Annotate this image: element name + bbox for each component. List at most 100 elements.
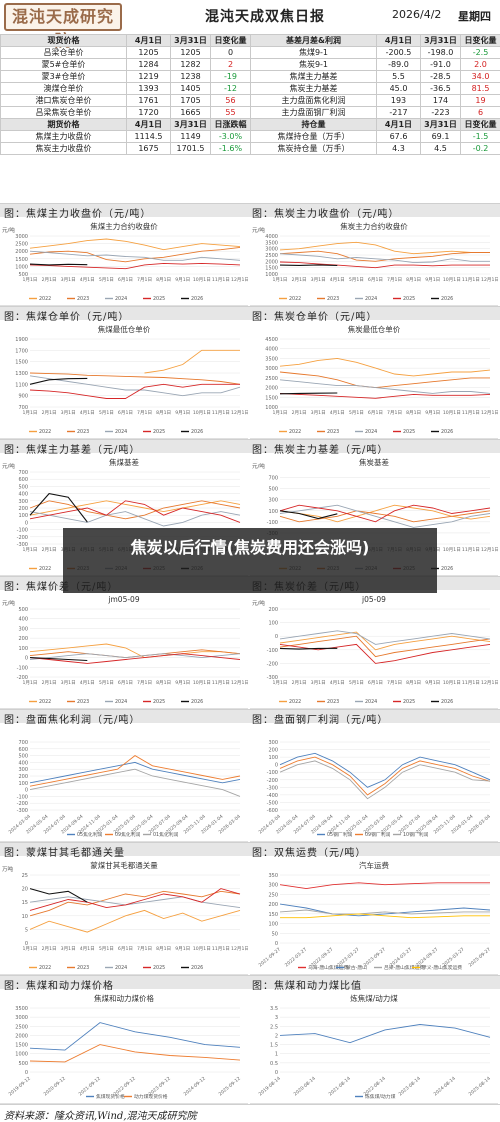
- section-title-left: 图：蒙煤甘其毛都通关量: [4, 848, 125, 859]
- x-tick-label: 12月1日: [231, 946, 248, 952]
- legend-item: 2022: [289, 699, 301, 705]
- y-tick-label: 0: [275, 1070, 278, 1076]
- y-tick-label: 500: [18, 272, 28, 278]
- brand-logo: 混沌天成研究院: [4, 3, 122, 50]
- chart-panel: -600 -500 -400 -300 -200 -100 0 100 200 300 2024-0…: [250, 724, 498, 842]
- x-tick-label: 7月1日: [137, 680, 152, 686]
- y-tick-label: 0: [25, 520, 28, 526]
- y-tick-label: 2500: [265, 376, 278, 382]
- table-cell: 34.0: [460, 70, 500, 83]
- table-cell: 主力盘面钢厂利润: [250, 106, 377, 119]
- y-axis-label: 元/吨: [252, 462, 265, 470]
- chart-title: 焦炭最低仓单价: [348, 324, 401, 334]
- x-tick-label: 9月1日: [425, 410, 440, 416]
- y-axis-label: 元/吨: [252, 599, 265, 607]
- y-tick-label: 1000: [15, 1052, 28, 1058]
- y-tick-label: 400: [18, 617, 28, 623]
- x-tick-label: 6月1日: [118, 680, 133, 686]
- x-tick-label: 2月1日: [42, 547, 57, 553]
- y-tick-label: 10: [22, 914, 28, 920]
- x-tick-label: 12月1日: [481, 547, 498, 553]
- x-tick-label: 3月1日: [61, 680, 76, 686]
- y-tick-label: -300: [17, 808, 28, 814]
- table-cell: 焦炭主力基差: [250, 82, 377, 95]
- y-tick-label: 2000: [265, 386, 278, 392]
- table-cell: -12: [210, 82, 251, 95]
- y-tick-label: 1500: [265, 266, 278, 272]
- y-tick-label: 2500: [15, 242, 28, 248]
- table-cell: 焦炭持仓量（万手）: [250, 142, 377, 155]
- x-tick-label: 2月1日: [42, 680, 57, 686]
- legend-item: 2025: [403, 699, 415, 705]
- y-tick-label: 4500: [265, 337, 278, 343]
- table-header-cell: 4月1日: [126, 118, 171, 131]
- legend-item: 01焦化利润: [153, 831, 178, 838]
- series-line: [29, 896, 241, 909]
- series-line: [279, 504, 491, 523]
- y-tick-label: 0.5: [270, 1061, 278, 1067]
- chart-svg: -600-500-400-300-200-10001002003002024-0…: [258, 740, 492, 838]
- chart-panel: -300 -200 -100 0 100 200 300 400 500 600 700 2024-0…: [0, 724, 248, 842]
- series-line: [279, 392, 338, 395]
- series-line: [29, 262, 241, 270]
- table-row: 澳煤仓单价 1393 1405 -12 焦炭主力基差 45.0 -36.5 81.5: [0, 82, 500, 95]
- legend-item: 2022: [39, 429, 51, 435]
- table-cell: 港口焦炭仓单价: [0, 94, 127, 107]
- y-tick-label: 1700: [15, 348, 28, 354]
- x-tick-label: 4月1日: [80, 410, 95, 416]
- table-header-cell: 日变化量: [210, 34, 251, 47]
- series-line: [279, 909, 490, 915]
- table-cell: 1219: [126, 70, 171, 83]
- y-tick-label: 3: [275, 1015, 278, 1021]
- y-axis-label: 元/吨: [2, 462, 15, 470]
- series-line: [29, 653, 241, 660]
- series-line: [279, 504, 491, 523]
- x-tick-label: 10月1日: [443, 410, 461, 416]
- y-tick-label: 3000: [15, 234, 28, 240]
- series-line: [279, 357, 491, 377]
- y-tick-label: 2000: [265, 259, 278, 265]
- table-header-row: 现货价格 4月1日 3月31日 日变化量 基差月差&利润 4月1日 3月31日 日变化量: [0, 34, 500, 47]
- y-tick-label: -100: [267, 770, 278, 776]
- x-tick-label: 5月1日: [349, 680, 364, 686]
- table-cell: 193: [376, 94, 421, 107]
- x-tick-label: 9月1日: [425, 680, 440, 686]
- legend-item: 2023: [327, 296, 339, 302]
- section-header: 图：焦煤主力基差（元/吨） 图：焦炭主力基差（元/吨）: [0, 439, 500, 456]
- x-tick-label: 2月1日: [42, 277, 57, 283]
- legend-item: 2026: [441, 566, 453, 572]
- series-line: [29, 909, 241, 933]
- series-line: [29, 657, 88, 662]
- legend-item: 2022: [39, 566, 51, 572]
- chart-title: j05-09: [361, 595, 386, 604]
- table-cell: -3.0%: [210, 130, 251, 143]
- table-cell: 焦煤9-1: [250, 46, 377, 59]
- x-tick-label: 3月1日: [61, 946, 76, 952]
- x-tick-label: 2024-08-14: [433, 1076, 457, 1098]
- y-tick-label: -200: [17, 801, 28, 807]
- y-tick-label: 100: [18, 646, 28, 652]
- y-tick-label: 600: [18, 747, 28, 753]
- x-tick-label: 3月1日: [311, 680, 326, 686]
- series-line: [29, 500, 241, 523]
- table-header-cell: 3月31日: [170, 34, 211, 47]
- legend-item: 2023: [77, 429, 89, 435]
- legend-item: 2026: [441, 429, 453, 435]
- section-title-left: 图：焦煤仓单价（元/吨）: [4, 312, 130, 323]
- table-cell: 焦煤持仓量（万手）: [250, 130, 377, 143]
- y-tick-label: 250: [268, 892, 278, 898]
- section-header: 图：焦煤主力收盘价（元/吨） 图：焦炭主力收盘价（元/吨）: [0, 203, 500, 220]
- table-cell: 45.0: [376, 82, 421, 95]
- table-cell: 1205: [126, 46, 171, 59]
- x-tick-label: 1月1日: [272, 277, 287, 283]
- x-tick-label: 10月1日: [193, 277, 211, 283]
- x-tick-label: 7月1日: [387, 410, 402, 416]
- y-tick-label: 700: [268, 476, 278, 482]
- table-cell: -89.0: [376, 58, 421, 71]
- y-tick-label: 1100: [15, 382, 28, 388]
- chart-panel: 焦炭最低仓单价 1000 1500 2000 2500 3000 3500 4000 4500 1…: [250, 321, 498, 439]
- legend-item: 2022: [289, 296, 301, 302]
- legend-item: 孝义-唐山焦炭运费: [422, 964, 462, 971]
- y-tick-label: 200: [18, 774, 28, 780]
- y-tick-label: 200: [268, 607, 278, 613]
